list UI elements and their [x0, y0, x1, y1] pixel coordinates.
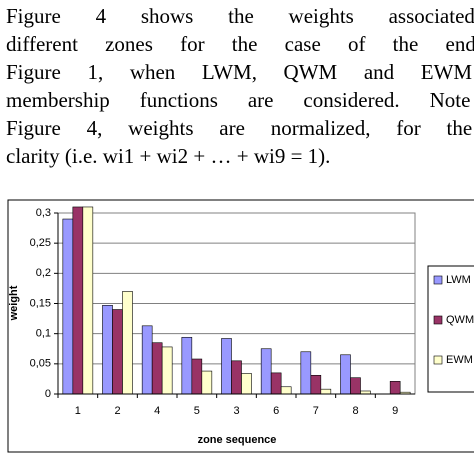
- y-tick-label: 0,15: [30, 297, 51, 309]
- bar: [241, 373, 252, 395]
- x-tick-label: 6: [273, 405, 279, 417]
- bar: [161, 346, 173, 395]
- x-tick-label: 4: [154, 405, 160, 417]
- text-line: Figure 4, weights are normalized, for th…: [6, 116, 474, 140]
- legend-box: [427, 265, 474, 393]
- x-tick-label: 1: [75, 405, 81, 417]
- bar: [151, 342, 163, 395]
- x-tick-label: 8: [352, 405, 358, 417]
- x-tick-label: 9: [392, 405, 398, 417]
- y-tick-label: 0,2: [36, 267, 51, 279]
- bar: [231, 360, 242, 395]
- y-tick-label: 0,1: [36, 328, 51, 340]
- legend-label: QWM: [446, 314, 474, 326]
- x-axis-label: zone sequence: [198, 434, 277, 446]
- bar: [280, 386, 292, 395]
- legend-swatch: [433, 315, 443, 325]
- bar: [389, 381, 401, 395]
- y-axis-label: weight: [8, 285, 20, 321]
- legend-swatch: [433, 275, 443, 285]
- bar: [112, 309, 123, 395]
- x-tick-label: 3: [233, 405, 239, 417]
- bar: [260, 348, 272, 395]
- y-tick-label: 0,05: [30, 358, 51, 370]
- x-tick-label: 7: [313, 405, 319, 417]
- bar: [181, 336, 193, 395]
- bar: [82, 206, 94, 395]
- bar: [122, 291, 133, 395]
- bar: [300, 351, 312, 395]
- legend-swatch: [433, 355, 443, 365]
- y-tick-label: 0,25: [30, 237, 51, 249]
- bar: [102, 305, 113, 395]
- bar: [62, 218, 74, 395]
- bar: [270, 372, 282, 395]
- legend-label: EWM: [446, 354, 473, 366]
- text-line: different zones for the case of the end-…: [6, 32, 474, 56]
- bar: [72, 206, 84, 395]
- y-tick-label: 0: [45, 388, 51, 400]
- text-line: membership functions are considered. Not…: [6, 88, 474, 112]
- x-tick-label: 2: [114, 405, 120, 417]
- bar: [310, 374, 322, 395]
- bar: [350, 377, 361, 395]
- paragraph: Figure 4 shows the weights associated to…: [6, 2, 474, 170]
- bar: [340, 354, 351, 395]
- x-tick-label: 5: [194, 405, 200, 417]
- bar: [221, 338, 232, 395]
- bar: [320, 388, 332, 395]
- text-line: Figure 4 shows the weights associated to: [6, 4, 474, 28]
- legend-label: LWM: [446, 274, 471, 286]
- text-line: Figure 1, when LWM, QWM and EWM (τ=: [6, 60, 474, 84]
- bar: [201, 370, 213, 395]
- bar: [141, 325, 153, 395]
- text-line: clarity (i.e. wi1 + wi2 + … + wi9 = 1).: [6, 144, 331, 168]
- bar: [191, 358, 203, 395]
- y-tick-label: 0,3: [36, 207, 51, 219]
